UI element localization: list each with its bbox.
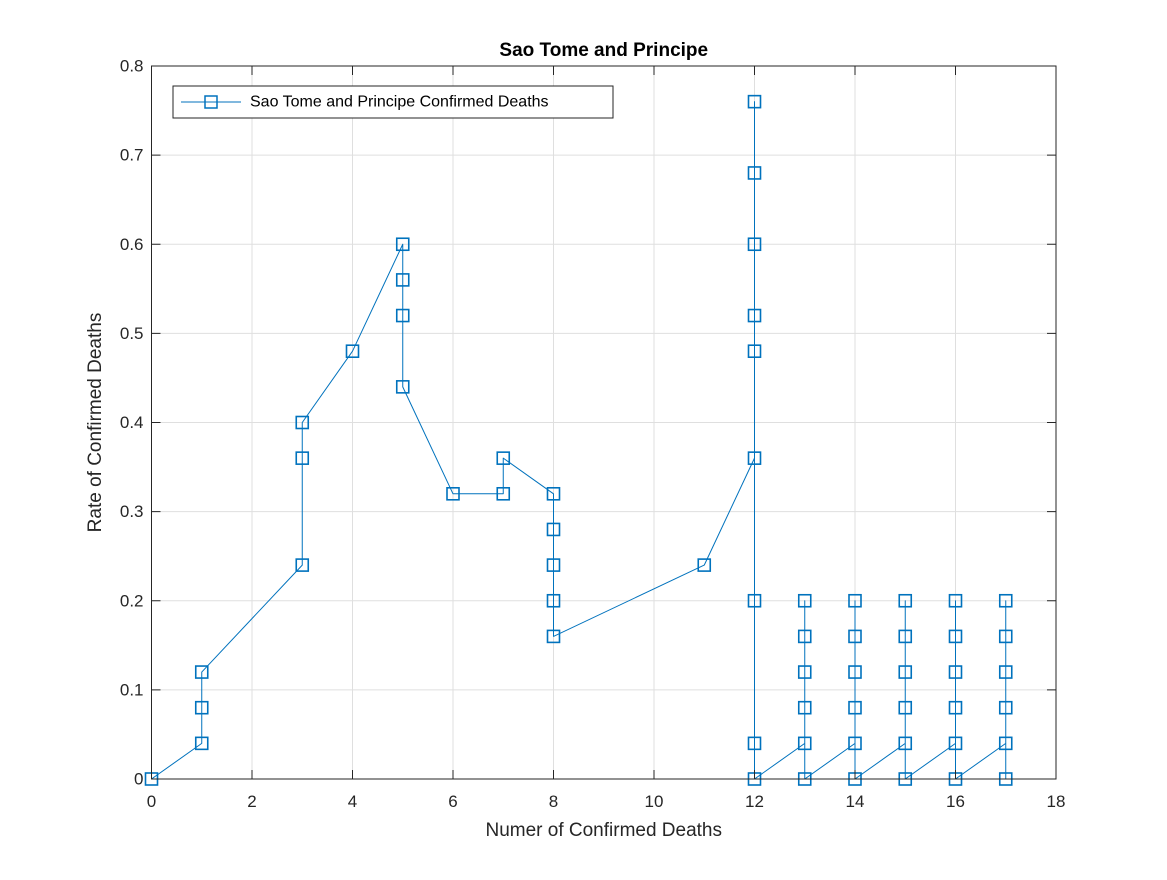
data-point-marker — [546, 593, 561, 608]
data-point-marker — [848, 665, 862, 679]
data-point-marker — [898, 593, 913, 608]
data-point-marker — [747, 166, 762, 180]
data-point-marker — [194, 700, 209, 715]
data-point-marker — [848, 629, 862, 644]
y-tick-label: 0.6 — [120, 235, 144, 254]
x-axis-title: Numer of Confirmed Deaths — [485, 820, 722, 841]
x-tick-label: 14 — [846, 792, 865, 811]
x-tick-label: 2 — [247, 792, 256, 811]
data-point-marker — [948, 736, 963, 751]
y-tick-label: 0.2 — [120, 591, 144, 610]
y-tick-label: 0.5 — [120, 324, 144, 343]
data-point-marker — [546, 558, 561, 572]
data-point-marker — [998, 593, 1013, 608]
data-point-marker — [848, 700, 862, 715]
data-point-marker — [496, 451, 511, 465]
data-point-marker — [948, 700, 963, 715]
y-tick-label: 0 — [134, 770, 143, 789]
data-point-marker — [747, 344, 762, 359]
legend-label: Sao Tome and Principe Confirmed Deaths — [250, 94, 549, 111]
data-point-marker — [898, 629, 913, 644]
data-point-marker — [496, 486, 511, 501]
data-point-marker — [898, 736, 913, 751]
data-point-marker — [546, 486, 561, 501]
data-point-marker — [295, 558, 310, 572]
data-point-marker — [797, 593, 812, 608]
x-tick-label: 8 — [549, 792, 558, 811]
data-point-marker — [948, 593, 963, 608]
data-point-marker — [546, 629, 561, 644]
y-tick-label: 0.1 — [120, 680, 144, 699]
data-point-marker — [797, 665, 812, 679]
data-point-marker — [898, 665, 913, 679]
data-point-marker — [194, 736, 209, 751]
data-point-marker — [797, 700, 812, 715]
data-point-marker — [395, 273, 410, 287]
x-tick-label: 12 — [745, 792, 764, 811]
data-point-marker — [546, 522, 561, 537]
data-point-marker — [797, 736, 812, 751]
data-point-marker — [747, 736, 762, 751]
legend[interactable]: Sao Tome and Principe Confirmed Deaths — [172, 85, 614, 119]
data-point-marker — [295, 451, 310, 465]
data-point-marker — [395, 308, 410, 323]
y-tick-label: 0.4 — [120, 413, 144, 432]
data-point-marker — [948, 665, 963, 679]
data-point-marker — [747, 308, 762, 323]
x-tick-label: 16 — [946, 792, 965, 811]
axis-ticks: 0 2 4 6 8 10 12 14 16 18 0 0.1 0.2 0.3 0.4 0.5 0.6 0.7 0.8 — [120, 57, 1066, 812]
data-point-marker — [747, 451, 762, 465]
data-point-marker — [898, 700, 913, 715]
y-axis-title: Rate of Confirmed Deaths — [85, 313, 106, 533]
data-point-marker — [395, 380, 410, 394]
data-point-marker — [848, 593, 862, 608]
legend-square-marker-icon — [204, 95, 218, 109]
data-point-marker — [295, 415, 310, 430]
data-point-marker — [697, 558, 712, 572]
legend-box — [172, 85, 614, 119]
x-tick-label: 10 — [645, 792, 664, 811]
data-point-marker — [797, 629, 812, 644]
x-tick-label: 6 — [448, 792, 457, 811]
data-point-marker — [998, 700, 1013, 715]
data-point-marker — [747, 94, 762, 109]
y-tick-label: 0.8 — [120, 57, 144, 76]
data-point-marker — [446, 486, 460, 501]
data-point-marker — [998, 629, 1013, 644]
data-point-marker — [848, 736, 862, 751]
data-point-marker — [747, 593, 762, 608]
data-point-marker — [998, 665, 1013, 679]
data-point-marker — [194, 665, 209, 679]
data-point-marker — [345, 344, 360, 359]
data-point-marker — [948, 629, 963, 644]
series-layer — [144, 94, 1013, 786]
x-tick-label: 0 — [147, 792, 156, 811]
x-tick-label: 4 — [348, 792, 357, 811]
chart-title: Sao Tome and Principe — [499, 40, 708, 61]
x-tick-label: 18 — [1047, 792, 1066, 811]
data-point-marker — [395, 237, 410, 252]
data-point-marker — [747, 237, 762, 252]
data-point-marker — [998, 736, 1013, 751]
y-tick-label: 0.7 — [120, 146, 144, 165]
y-tick-label: 0.3 — [120, 502, 144, 521]
